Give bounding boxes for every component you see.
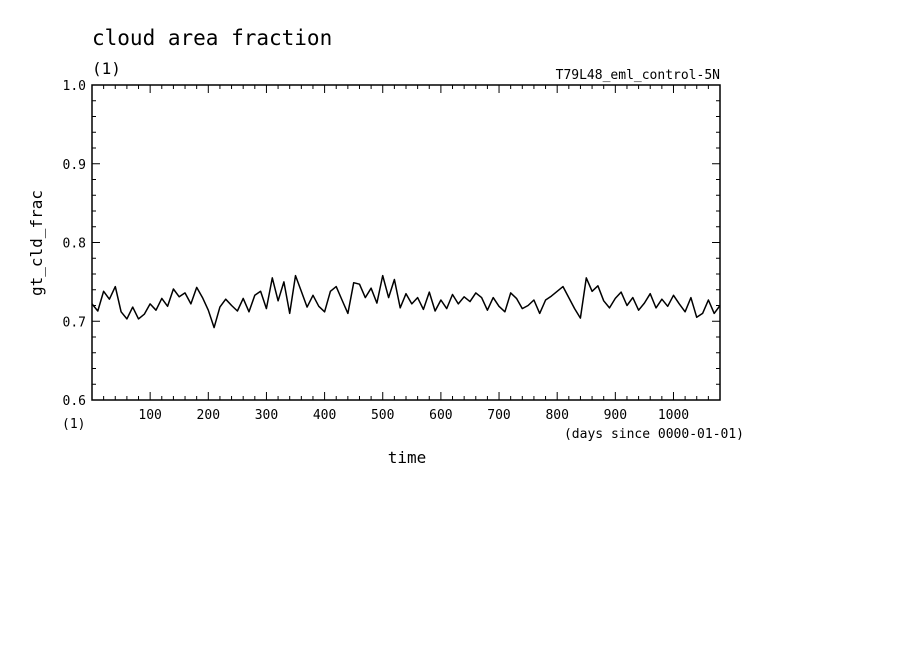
- tick-labels: 100 200 300 400 500 600 700 800 900 1000 0.6 0.7 0.8…: [63, 79, 690, 423]
- x-tick-label: 300: [255, 408, 278, 423]
- y-tick-label: 0.7: [63, 315, 86, 330]
- title-units: (1): [92, 59, 121, 78]
- run-id-label: T79L48_eml_control-5N: [556, 68, 720, 83]
- x-units-label: (days since 0000-01-01): [564, 427, 744, 442]
- x-tick-label: 700: [487, 408, 510, 423]
- chart-title: cloud area fraction: [92, 26, 332, 50]
- x-tick-label: 400: [313, 408, 336, 423]
- y-tick-label: 1.0: [63, 79, 86, 94]
- x-tick-label: 800: [545, 408, 568, 423]
- plot-frame: [91, 84, 721, 401]
- y-axis-label: gt_cld_frac: [27, 190, 46, 296]
- x-axis-label: time: [388, 448, 427, 467]
- y-tick-label: 0.6: [63, 394, 86, 409]
- y-tick-label: 0.8: [63, 237, 86, 252]
- x-tick-label: 500: [371, 408, 394, 423]
- y-tick-label: 0.9: [63, 158, 86, 173]
- y-units-corner: (1): [62, 417, 85, 432]
- axis-ticks: [92, 85, 720, 400]
- series-line: [91, 274, 721, 329]
- x-tick-label: 100: [138, 408, 161, 423]
- x-tick-label: 900: [604, 408, 627, 423]
- x-tick-label: 1000: [658, 408, 689, 423]
- x-tick-label: 600: [429, 408, 452, 423]
- x-tick-label: 200: [197, 408, 220, 423]
